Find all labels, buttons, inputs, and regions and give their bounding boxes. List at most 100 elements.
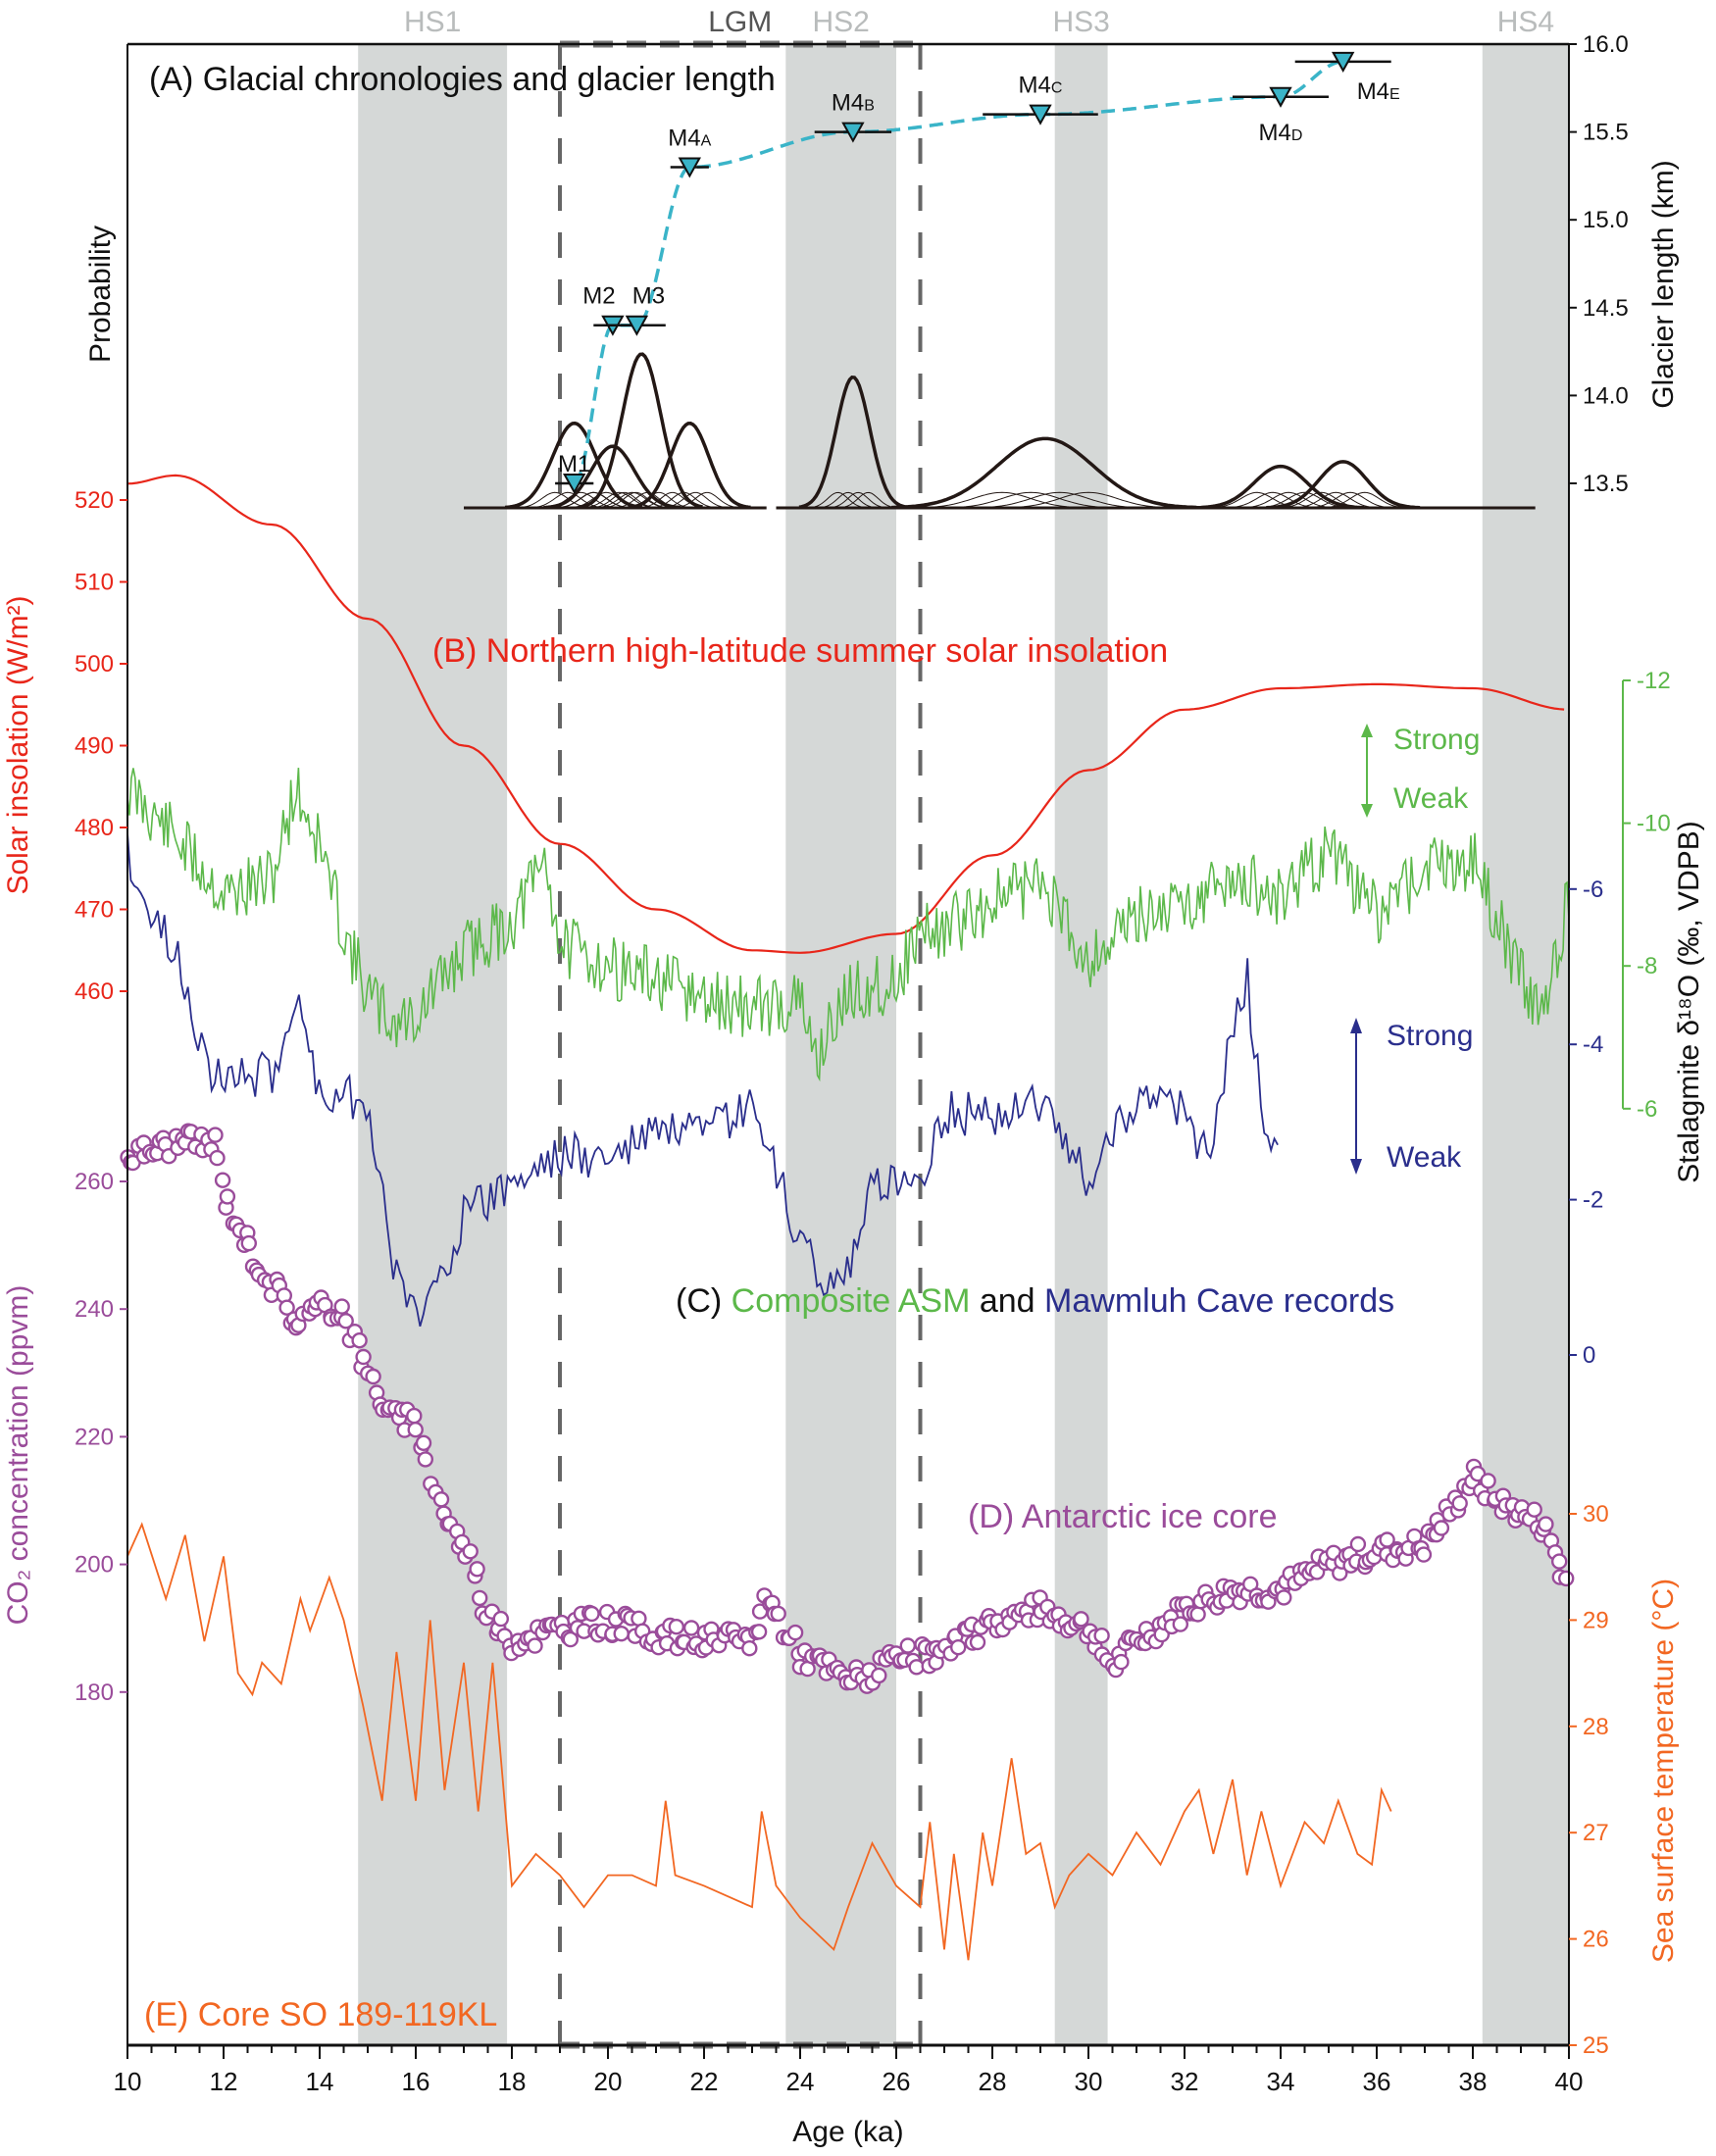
co2-data-point [871, 1667, 887, 1684]
co2-data-point [969, 1633, 986, 1651]
mawmluh-weak-label: Weak [1387, 1141, 1462, 1174]
moraine-m4a: M4A [668, 125, 712, 178]
mawmluh-strong-label: Strong [1387, 1020, 1473, 1052]
x-tick-label: 30 [1075, 2067, 1103, 2096]
moraine-label-subscript: A [701, 132, 712, 149]
co2-data-point [1349, 1535, 1367, 1553]
moraine-label-subscript: D [1291, 127, 1303, 144]
co2-data-point [1093, 1627, 1110, 1644]
glacier-axis-tick-label: 15.5 [1583, 120, 1629, 146]
event-label-hs2: HS2 [812, 6, 869, 38]
moraine-label: M3 [632, 283, 665, 310]
triangle-marker-icon [1029, 104, 1052, 125]
triangle-marker-icon [1332, 51, 1355, 73]
moraine-label-subscript: C [1051, 80, 1063, 97]
x-tick-label: 20 [594, 2067, 623, 2096]
glacier-axis-tick-label: 16.0 [1583, 31, 1629, 58]
sst-line [126, 1522, 1392, 1961]
sst-axis-tick-label: 27 [1583, 1820, 1609, 1846]
asm-strength-indicator: Strong Weak [1361, 724, 1480, 818]
panel-c-prefix: (C) [676, 1282, 732, 1320]
sst-axis-tick-label: 30 [1583, 1501, 1609, 1528]
individual-age-curve [817, 491, 879, 509]
x-tick-label: 38 [1459, 2067, 1488, 2096]
asm-axis-tick-label: -8 [1637, 953, 1657, 979]
mawmluh-axis-tick-label: -2 [1583, 1187, 1603, 1214]
event-labels: HS1 HS2 HS3 HS4 LGM [404, 6, 1554, 38]
sst-axis-tick-label: 28 [1583, 1714, 1609, 1740]
panel-e-title: (E) Core SO 189-119KL [144, 1996, 497, 2033]
co2-data-point [1480, 1473, 1496, 1489]
co2-data-point [1526, 1501, 1542, 1518]
x-tick-label: 40 [1555, 2067, 1584, 2096]
co2-data-point [365, 1368, 381, 1385]
co2-data-point [1433, 1520, 1450, 1536]
sst-axis-tick-label: 29 [1583, 1607, 1609, 1633]
co2-data-point [1451, 1495, 1468, 1512]
co2-data-point [786, 1624, 804, 1641]
co2-data-point [415, 1434, 432, 1452]
co2-data-point [527, 1637, 543, 1654]
mawmluh-strength-indicator: Strong Weak [1350, 1018, 1473, 1175]
co2-data-point [1189, 1606, 1206, 1623]
mawmluh-axis-tick-label: -6 [1583, 877, 1603, 903]
co2-data-point [899, 1637, 916, 1654]
panel-c-title: (C) Composite ASM and Mawmluh Cave recor… [676, 1282, 1394, 1320]
heinrich-stadial-bands [358, 44, 1569, 2045]
probability-curve [1266, 460, 1421, 510]
triangle-marker-icon [678, 157, 701, 178]
co2-axis-tick-label: 220 [75, 1424, 114, 1450]
co2-data-point [1073, 1611, 1089, 1628]
co2-data-point [682, 1620, 700, 1636]
co2-axis-title: CO₂ concentration (ppvm) [2, 1285, 34, 1626]
mawmluh-axis-tick-label: -4 [1583, 1031, 1603, 1058]
triangle-marker-icon [625, 315, 649, 336]
individual-age-curve [637, 491, 706, 509]
x-tick-label: 10 [114, 2067, 142, 2096]
co2-axis-tick-label: 240 [75, 1296, 114, 1323]
individual-age-curve [944, 491, 1116, 509]
insolation-axis-tick-label: 470 [75, 897, 114, 924]
individual-age-curve [612, 491, 681, 509]
event-label-hs3: HS3 [1052, 6, 1109, 38]
co2-data-point [1172, 1616, 1189, 1632]
moraine-m3: M3 [608, 283, 666, 336]
moraine-m1: M1 [555, 451, 594, 495]
moraine-label-subscript: E [1389, 86, 1400, 103]
co2-data-point [613, 1625, 630, 1642]
co2-data-point [432, 1491, 450, 1508]
x-axis-title: Age (ka) [792, 2116, 903, 2148]
panel-c-mid: and [970, 1282, 1044, 1320]
moraine-m4d: M4D [1233, 86, 1329, 146]
co2-data-point [209, 1149, 226, 1167]
co2-data-point [562, 1630, 579, 1648]
glacier-axis-tick-label: 15.0 [1583, 207, 1629, 233]
asm-axis-tick-label: -12 [1637, 668, 1671, 694]
individual-age-curve [660, 491, 729, 509]
co2-data-point [750, 1624, 768, 1640]
individual-age-curve [828, 491, 888, 509]
co2-data-point [950, 1638, 967, 1656]
probability-curve [798, 375, 906, 509]
co2-data-point [668, 1618, 684, 1635]
moraine-m2: M2 [582, 283, 632, 336]
individual-age-curve [915, 491, 1086, 509]
co2-data-point [1550, 1553, 1568, 1570]
panel-d-title: (D) Antarctic ice core [968, 1498, 1278, 1535]
co2-data-point [219, 1188, 236, 1205]
glacier-axis-tick-label: 13.5 [1583, 471, 1629, 497]
mawmluh-cave-line [126, 832, 1279, 1328]
panel-c-blue: Mawmluh Cave records [1044, 1282, 1394, 1320]
event-label-hs4: HS4 [1497, 6, 1554, 38]
x-tick-label: 24 [786, 2067, 815, 2096]
co2-data-point [407, 1421, 424, 1438]
x-tick-label: 14 [306, 2067, 334, 2096]
co2-data-point [1276, 1589, 1292, 1606]
triangle-marker-icon [1269, 86, 1292, 108]
co2-data-point [337, 1313, 354, 1329]
probability-curve [891, 436, 1197, 510]
individual-age-curve [649, 491, 717, 509]
band-hs2 [785, 44, 896, 2045]
moraine-label: M4D [1259, 120, 1303, 146]
